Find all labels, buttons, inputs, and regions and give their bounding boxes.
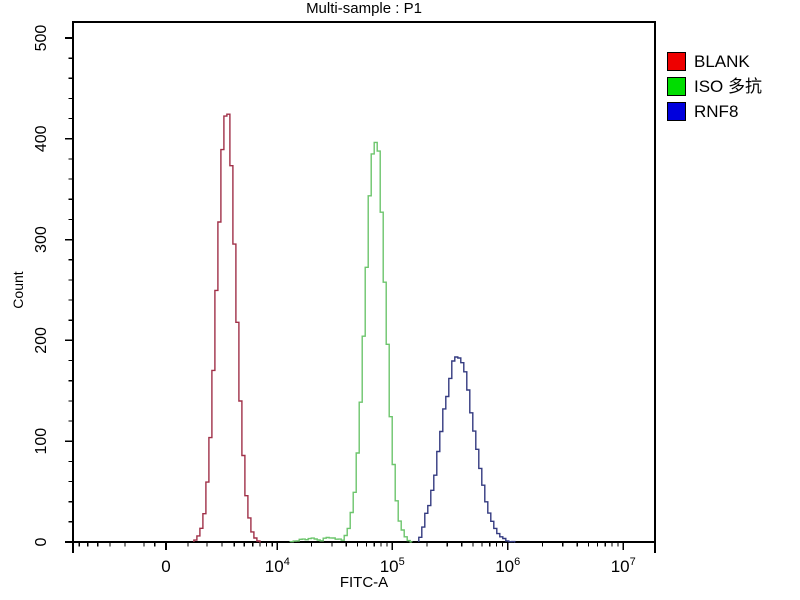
x-tick-label: 104 [265, 556, 290, 576]
x-tick-label: 0 [161, 557, 170, 576]
legend-label: RNF8 [694, 102, 739, 121]
x-tick-label: 105 [380, 556, 405, 576]
x-axis-title: FITC-A [339, 574, 389, 591]
legend-label: BLANK [694, 52, 750, 71]
legend-item[interactable]: RNF8 [667, 101, 762, 122]
histogram-curve-iso [289, 141, 413, 543]
legend: BLANK ISO 多抗 RNF8 [667, 51, 762, 122]
legend-swatch-icon [667, 77, 686, 96]
x-tick-label: 107 [611, 556, 636, 576]
y-tick-label: 100 [33, 428, 50, 455]
plot-frame [72, 21, 656, 543]
histogram-curve-rnf8 [418, 356, 516, 543]
legend-item[interactable]: ISO 多抗 [667, 76, 762, 97]
legend-swatch-icon [667, 102, 686, 121]
legend-item[interactable]: BLANK [667, 51, 762, 72]
chart-title: Multi-sample : P1 [306, 0, 422, 17]
y-tick-label: 200 [33, 327, 50, 354]
y-axis-title: Count [10, 271, 26, 309]
legend-swatch-icon [667, 52, 686, 71]
x-tick-label: 106 [495, 556, 520, 576]
histogram-curve-blank [193, 113, 261, 543]
y-tick-label: 0 [33, 537, 50, 546]
y-tick-label: 300 [33, 226, 50, 253]
y-tick-label: 400 [33, 125, 50, 152]
y-tick-label: 500 [33, 25, 50, 52]
legend-label: ISO 多抗 [694, 77, 763, 96]
